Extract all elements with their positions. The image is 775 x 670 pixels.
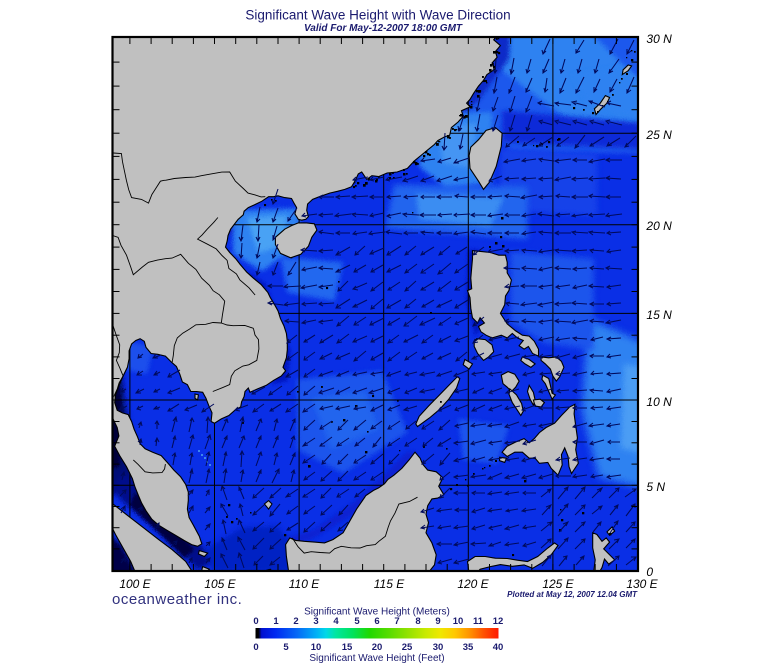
svg-text:125 E: 125 E (542, 577, 574, 591)
svg-text:40: 40 (493, 642, 504, 653)
svg-text:1: 1 (273, 616, 279, 627)
svg-text:0: 0 (253, 616, 258, 627)
svg-text:15: 15 (342, 642, 353, 653)
svg-text:oceanweather inc.: oceanweather inc. (112, 591, 242, 608)
svg-text:Valid For May-12-2007 18:00 GM: Valid For May-12-2007 18:00 GMT (304, 23, 463, 34)
svg-text:6: 6 (374, 616, 379, 627)
svg-text:8: 8 (415, 616, 420, 627)
svg-text:9: 9 (435, 616, 440, 627)
svg-text:10: 10 (311, 642, 322, 653)
svg-text:0: 0 (646, 565, 653, 579)
svg-text:10: 10 (453, 616, 464, 627)
svg-text:20: 20 (372, 642, 383, 653)
svg-text:Plotted at May 12, 2007 12.04: Plotted at May 12, 2007 12.04 GMT (507, 590, 638, 599)
svg-text:7: 7 (394, 616, 399, 627)
svg-text:Significant Wave Height with W: Significant Wave Height with Wave Direct… (245, 8, 510, 23)
svg-text:25 N: 25 N (645, 128, 672, 142)
svg-text:30 N: 30 N (646, 32, 672, 46)
svg-text:105 E: 105 E (204, 577, 236, 591)
svg-text:100 E: 100 E (119, 577, 151, 591)
svg-text:115 E: 115 E (374, 577, 405, 591)
svg-text:20 N: 20 N (645, 219, 672, 233)
svg-text:130 E: 130 E (626, 577, 658, 591)
svg-text:12: 12 (493, 616, 504, 627)
svg-text:0: 0 (253, 642, 258, 653)
svg-text:4: 4 (333, 616, 339, 627)
svg-text:120 E: 120 E (457, 577, 489, 591)
svg-text:3: 3 (313, 616, 318, 627)
svg-text:5: 5 (354, 616, 360, 627)
svg-text:Significant Wave Height (Meter: Significant Wave Height (Meters) (304, 607, 450, 618)
svg-text:15 N: 15 N (646, 308, 672, 322)
svg-text:Significant Wave Height (Feet): Significant Wave Height (Feet) (309, 653, 444, 664)
svg-text:11: 11 (473, 616, 484, 627)
svg-text:10 N: 10 N (646, 395, 672, 409)
svg-text:2: 2 (293, 616, 298, 627)
svg-text:5: 5 (283, 642, 289, 653)
svg-text:30: 30 (433, 642, 444, 653)
svg-text:25: 25 (402, 642, 413, 653)
svg-text:35: 35 (463, 642, 474, 653)
svg-text:110 E: 110 E (289, 577, 320, 591)
svg-text:5 N: 5 N (646, 480, 665, 494)
